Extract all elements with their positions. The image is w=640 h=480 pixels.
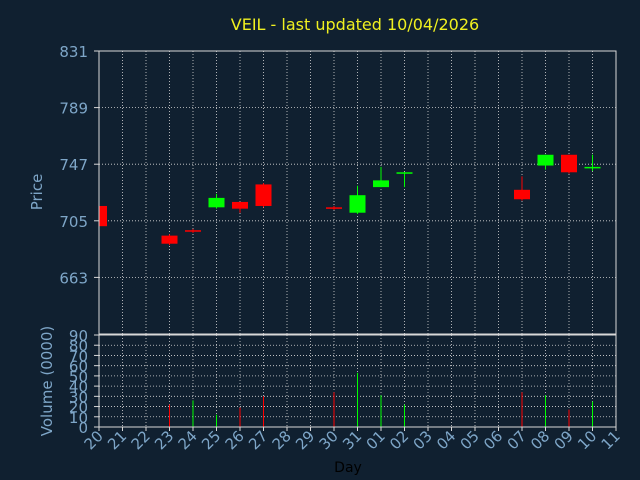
- day-tick-label: 29: [292, 427, 318, 453]
- day-tick-label: 26: [222, 427, 248, 453]
- candle-body: [537, 154, 554, 166]
- day-tick-label: 06: [480, 427, 506, 453]
- volume-tick-label: 60: [69, 358, 88, 376]
- day-axis-label: Day: [334, 460, 362, 476]
- day-tick-label: 04: [433, 427, 459, 453]
- day-tick-label: 05: [457, 427, 483, 453]
- day-tick-label: 11: [598, 427, 624, 453]
- volume-tick-label: 0: [78, 419, 88, 437]
- day-tick-label: 10: [574, 427, 600, 453]
- candle-body: [99, 205, 107, 227]
- candle-body: [561, 154, 577, 173]
- price-tick-label: 747: [59, 156, 88, 174]
- volume-axis-label: Volume (0000): [38, 326, 56, 436]
- price-tick-label: 705: [59, 213, 88, 231]
- volume-tick-label: 40: [69, 378, 88, 396]
- volume-tick-label: 70: [69, 347, 88, 365]
- price-tick-label: 663: [59, 269, 88, 287]
- volume-tick-label: 10: [69, 409, 88, 427]
- day-tick-label: 02: [386, 427, 412, 453]
- day-tick-labels: 2021222324252627282930310102030405060708…: [81, 427, 624, 453]
- candle-body: [185, 230, 201, 232]
- candle-body: [349, 195, 366, 213]
- candle-body: [514, 189, 530, 200]
- day-tick-label: 01: [363, 427, 389, 453]
- day-tick-label: 22: [128, 427, 154, 453]
- day-tick-label: 03: [410, 427, 436, 453]
- day-tick-label: 25: [198, 427, 224, 453]
- volume-tick-label: 20: [69, 399, 88, 417]
- candle-body: [373, 180, 389, 188]
- price-axis-label: Price: [28, 174, 46, 211]
- candle-body: [161, 235, 178, 244]
- day-tick-label: 30: [316, 427, 342, 453]
- price-panel: 831 789 747 705 663: [59, 43, 617, 335]
- candle-body: [232, 201, 248, 209]
- day-tick-label: 31: [339, 427, 365, 453]
- volume-tick-label: 50: [69, 368, 88, 386]
- day-tick-label: 24: [175, 427, 201, 453]
- candle-body: [326, 207, 342, 209]
- volume-tick-label: 30: [69, 388, 88, 406]
- chart-title: VEIL - last updated 10/04/2026: [231, 15, 479, 34]
- day-tick-label: 28: [269, 427, 295, 453]
- day-tick-label: 07: [504, 427, 530, 453]
- price-panel-frame: [98, 50, 617, 335]
- price-tick-label: 831: [59, 43, 88, 61]
- candle-body: [208, 197, 225, 208]
- volume-tick-label: 80: [69, 337, 88, 355]
- day-tick-label: 21: [104, 427, 130, 453]
- price-tick-label: 789: [59, 100, 88, 118]
- day-tick-label: 09: [551, 427, 577, 453]
- day-tick-label: 27: [245, 427, 271, 453]
- candle-body: [584, 166, 601, 169]
- day-tick-label: 23: [151, 427, 177, 453]
- candle-body: [255, 184, 272, 206]
- candle-body: [396, 172, 413, 174]
- day-tick-label: 08: [527, 427, 553, 453]
- volume-tick-label: 90: [69, 327, 88, 345]
